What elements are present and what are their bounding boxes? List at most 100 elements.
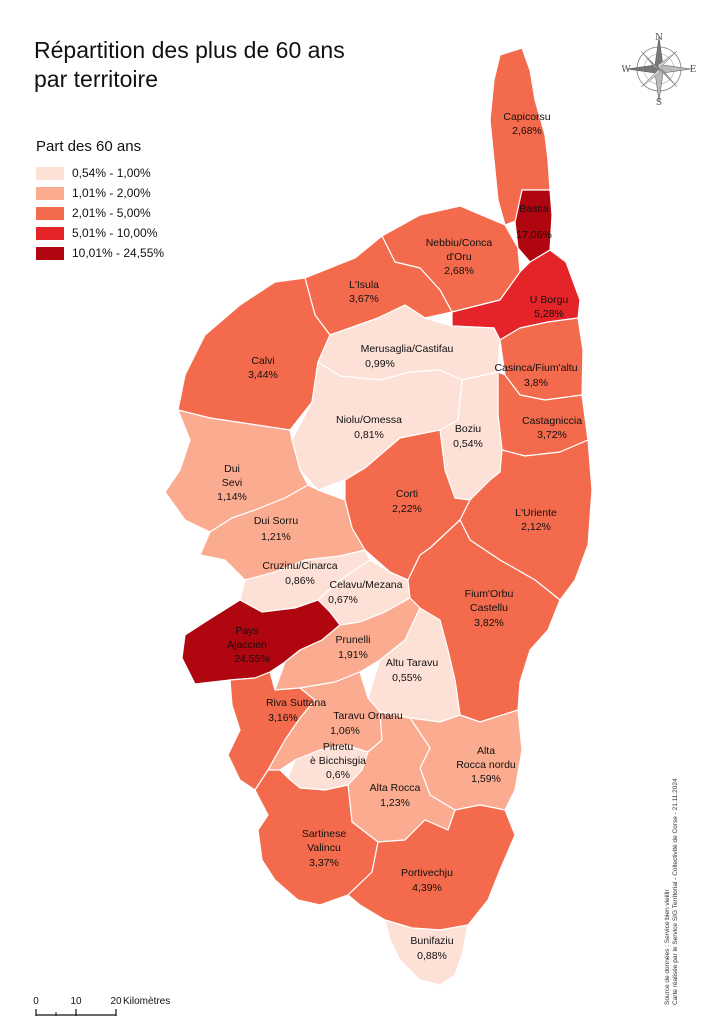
label-paysajaccien-1: Pays — [235, 625, 258, 637]
scale-unit: Kilomètres — [123, 996, 170, 1007]
map-title: Répartition des plus de 60 ans par terri… — [34, 36, 394, 94]
label-boziu: Boziu — [455, 423, 481, 435]
legend-class-2: 1,01% - 2,00% — [36, 183, 164, 203]
label-prunelli: Prunelli — [335, 634, 370, 646]
label-sartinese-1: Sartinese — [302, 828, 347, 840]
value-calvi: 3,44% — [248, 369, 278, 381]
label-casinca: Casinca/Fium'altu — [494, 362, 577, 374]
value-bastia: 17,06% — [516, 229, 552, 241]
label-paysajaccien-2: Ajaccien — [227, 639, 267, 651]
title-line-1: Répartition des plus de 60 ans — [34, 37, 345, 63]
label-altarocca: Alta Rocca — [370, 782, 421, 794]
value-pitretu: 0,6% — [326, 769, 350, 781]
region-labels: Capicorsu 2,68% Bastia 17,06% Nebbiu/Con… — [217, 111, 582, 962]
label-merusaglia: Merusaglia/Castifau — [361, 343, 454, 355]
value-altaroccanordu: 1,59% — [471, 773, 501, 785]
scale-tick-10: 10 — [70, 996, 82, 1007]
value-corti: 2,22% — [392, 503, 422, 515]
value-casinca: 3,8% — [524, 377, 548, 389]
legend-swatch-1 — [36, 166, 64, 180]
value-fiumorbu: 3,82% — [474, 617, 504, 629]
region-calvi[interactable] — [177, 277, 331, 431]
label-pitretu-1: Pitretu — [323, 741, 354, 753]
legend-swatch-5 — [36, 246, 64, 260]
legend-label-3: 2,01% - 5,00% — [72, 206, 151, 220]
value-capicorsu: 2,68% — [512, 125, 542, 137]
label-lisula: L'Isula — [349, 279, 379, 291]
compass-west: W — [622, 65, 631, 75]
label-altutaravu: Altu Taravu — [386, 657, 438, 669]
legend-swatch-2 — [36, 186, 64, 200]
compass-rose-icon: N S E W — [622, 33, 696, 106]
legend-label-5: 10,01% - 24,55% — [72, 246, 165, 260]
label-sartinese-2: Valincu — [307, 842, 341, 854]
value-uborgu: 5,28% — [534, 308, 564, 320]
label-uborgu: U Borgu — [530, 294, 569, 306]
region-bastia[interactable] — [514, 189, 553, 263]
scale-bar: 0 10 20 Kilomètres — [33, 996, 170, 1016]
label-castagniccia: Castagniccia — [522, 415, 582, 427]
legend-swatch-4 — [36, 226, 64, 240]
value-cruzinu: 0,86% — [285, 575, 315, 587]
label-niolu: Niolu/Omessa — [336, 414, 402, 426]
region-portivechju[interactable] — [347, 804, 516, 931]
label-altaroccanordu-2: Rocca nordu — [456, 759, 516, 771]
region-duisorru[interactable] — [199, 484, 366, 581]
value-celavu: 0,67% — [328, 594, 358, 606]
legend-label-1: 0,54% - 1,00% — [72, 166, 151, 180]
label-bastia: Bastia — [519, 203, 548, 215]
label-duisorru: Dui Sorru — [254, 515, 299, 527]
label-duisevi-1: Dui — [224, 463, 240, 475]
value-taravuornanu: 1,06% — [330, 725, 360, 737]
legend-class-3: 2,01% - 5,00% — [36, 203, 164, 223]
compass-south: S — [656, 98, 662, 106]
credits-line-2: Carte réalisée par le Service SIG Territ… — [672, 778, 679, 1005]
value-bunifaziu: 0,88% — [417, 950, 447, 962]
value-altarocca: 1,23% — [380, 797, 410, 809]
value-duisevi: 1,14% — [217, 491, 247, 503]
map-credits: Source de données : Service bien vieilli… — [664, 725, 680, 1005]
label-cruzinu: Cruzinu/Cinarca — [262, 560, 337, 572]
value-luriente: 2,12% — [521, 521, 551, 533]
value-portivechju: 4,39% — [412, 882, 442, 894]
value-boziu: 0,54% — [453, 438, 483, 450]
scale-tick-0: 0 — [33, 996, 39, 1007]
legend-label-2: 1,01% - 2,00% — [72, 186, 151, 200]
legend-class-5: 10,01% - 24,55% — [36, 243, 164, 263]
title-line-2: par territoire — [34, 66, 158, 92]
label-celavu: Celavu/Mezana — [330, 579, 403, 591]
legend-label-4: 5,01% - 10,00% — [72, 226, 158, 240]
label-nebbiu-2: d'Oru — [446, 251, 472, 263]
scale-tick-20: 20 — [110, 996, 122, 1007]
label-rivasuttana: Riva Suttana — [266, 697, 326, 709]
compass-east: E — [690, 65, 696, 75]
legend: Part des 60 ans 0,54% - 1,00% 1,01% - 2,… — [36, 138, 164, 263]
value-altutaravu: 0,55% — [392, 672, 422, 684]
legend-class-1: 0,54% - 1,00% — [36, 163, 164, 183]
label-pitretu-2: è Bicchisgia — [310, 755, 366, 767]
label-nebbiu-1: Nebbiu/Conca — [426, 237, 493, 249]
label-corti: Corti — [396, 488, 418, 500]
label-altaroccanordu-1: Alta — [477, 745, 495, 757]
label-calvi: Calvi — [251, 355, 274, 367]
credits-line-1: Source de données : Service bien vieilli… — [664, 889, 671, 1005]
label-fiumorbu-2: Castellu — [470, 602, 508, 614]
value-nebbiu: 2,68% — [444, 265, 474, 277]
label-bunifaziu: Bunifaziu — [410, 935, 453, 947]
value-niolu: 0,81% — [354, 429, 384, 441]
value-rivasuttana: 3,16% — [268, 712, 298, 724]
value-lisula: 3,67% — [349, 293, 379, 305]
legend-swatch-3 — [36, 206, 64, 220]
label-luriente: L'Uriente — [515, 507, 557, 519]
value-castagniccia: 3,72% — [537, 429, 567, 441]
region-bunifaziu[interactable] — [384, 919, 469, 986]
value-prunelli: 1,91% — [338, 649, 368, 661]
value-paysajaccien: 24,55% — [234, 653, 270, 665]
value-sartinese: 3,37% — [309, 857, 339, 869]
value-duisorru: 1,21% — [261, 531, 291, 543]
label-portivechju: Portivechju — [401, 867, 453, 879]
legend-class-4: 5,01% - 10,00% — [36, 223, 164, 243]
label-duisevi-2: Sevi — [222, 477, 242, 489]
compass-north: N — [655, 33, 663, 43]
